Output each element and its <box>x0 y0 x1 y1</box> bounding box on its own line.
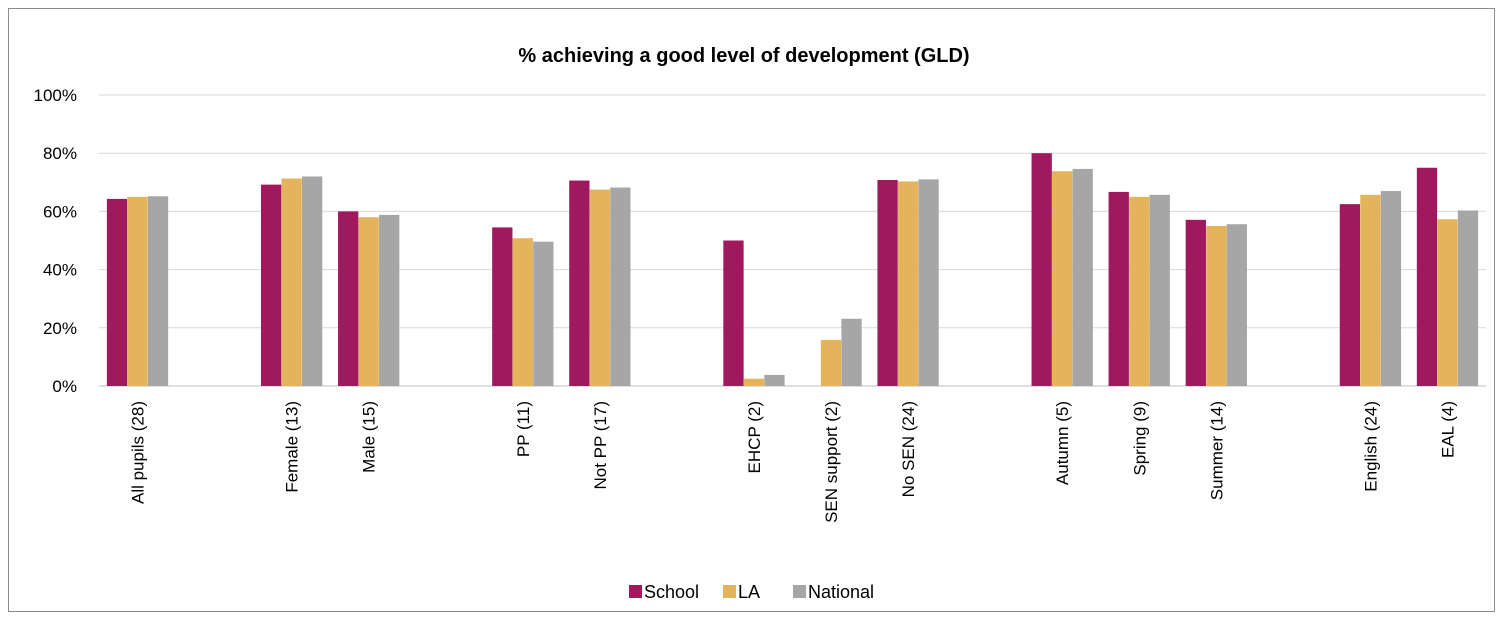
bar-la-14 <box>1206 225 1227 386</box>
bar-school-12 <box>1031 153 1052 386</box>
bar-la-9 <box>820 340 842 386</box>
bar-national-0 <box>147 196 169 386</box>
bar-national-17 <box>1457 210 1479 386</box>
x-tick-label: PP (11) <box>514 401 533 457</box>
bar-national-8 <box>764 374 785 386</box>
x-tick-label: Female (13) <box>283 401 302 493</box>
bar-la-3 <box>358 217 379 386</box>
bar-national-14 <box>1226 224 1247 386</box>
x-tick-label: Summer (14) <box>1207 401 1226 500</box>
legend: School LA National <box>629 582 874 602</box>
x-tick-label: EAL (4) <box>1438 401 1457 458</box>
chart-frame: % achieving a good level of development … <box>8 8 1495 612</box>
gridlines <box>99 94 1486 387</box>
bar-la-8 <box>743 378 765 386</box>
bar-national-9 <box>841 318 862 386</box>
y-tick-label: 20% <box>43 319 77 338</box>
bar-school-13 <box>1108 191 1129 386</box>
bar-national-10 <box>918 179 939 386</box>
bar-la-12 <box>1052 171 1073 386</box>
bar-la-2 <box>281 178 302 386</box>
legend-label-school: School <box>644 582 699 602</box>
bar-school-10 <box>877 179 898 386</box>
gld-bar-chart: % achieving a good level of development … <box>34 45 1486 602</box>
bar-la-6 <box>589 189 611 386</box>
bar-national-5 <box>533 241 554 386</box>
legend-label-national: National <box>808 582 874 602</box>
bar-la-17 <box>1437 219 1458 386</box>
bar-national-3 <box>379 214 400 386</box>
y-tick-label: 40% <box>43 261 77 280</box>
bar-national-6 <box>610 187 631 386</box>
bar-school-2 <box>260 184 282 386</box>
bar-la-16 <box>1360 194 1381 386</box>
x-tick-label: EHCP (2) <box>745 401 764 473</box>
bar-la-5 <box>512 238 533 386</box>
bar-la-0 <box>127 196 148 386</box>
bar-national-12 <box>1072 168 1093 386</box>
x-tick-label: Spring (9) <box>1130 401 1149 476</box>
x-tick-label: Autumn (5) <box>1053 401 1072 485</box>
bar-la-10 <box>897 181 919 386</box>
y-tick-label: 60% <box>43 202 77 221</box>
bar-national-13 <box>1149 194 1170 386</box>
bars <box>106 153 1479 386</box>
bar-la-13 <box>1129 196 1150 386</box>
legend-swatch-la <box>723 585 736 598</box>
bar-national-16 <box>1380 191 1402 386</box>
bar-school-3 <box>338 211 359 386</box>
y-axis-ticks: 0% 20% 40% 60% 80% 100% <box>34 86 77 396</box>
bar-school-0 <box>106 198 128 386</box>
x-tick-label: All pupils (28) <box>129 401 148 504</box>
y-tick-label: 100% <box>34 86 77 105</box>
bar-national-2 <box>301 176 323 386</box>
y-tick-label: 80% <box>43 144 77 163</box>
legend-label-la: LA <box>738 582 760 602</box>
bar-school-8 <box>723 240 744 386</box>
bar-school-17 <box>1416 167 1438 386</box>
x-tick-label: English (24) <box>1361 401 1380 492</box>
y-tick-label: 0% <box>52 377 77 396</box>
bar-school-14 <box>1185 219 1206 386</box>
x-tick-label: Not PP (17) <box>591 401 610 490</box>
x-tick-label: SEN support (2) <box>822 401 841 523</box>
chart-title: % achieving a good level of development … <box>518 45 969 67</box>
legend-swatch-school <box>629 585 642 598</box>
legend-swatch-national <box>793 585 806 598</box>
bar-school-5 <box>492 227 513 386</box>
x-axis-ticks: All pupils (28) Female (13) Male (15) PP (1… <box>129 401 1458 523</box>
x-tick-label: No SEN (24) <box>899 401 918 497</box>
x-tick-label: Male (15) <box>360 401 379 473</box>
bar-school-6 <box>569 180 590 386</box>
bar-school-16 <box>1339 204 1361 386</box>
